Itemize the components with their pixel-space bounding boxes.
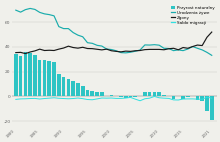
Bar [19, 56, 22, 96]
Bar [124, 96, 128, 98]
Bar [148, 92, 151, 96]
Bar [48, 61, 51, 96]
Bar [57, 74, 61, 96]
Bar [67, 79, 70, 96]
Bar [157, 92, 161, 96]
Bar [119, 96, 123, 97]
Bar [95, 92, 99, 96]
Bar [71, 81, 75, 96]
Bar [110, 95, 113, 96]
Bar [90, 91, 94, 96]
Bar [81, 86, 84, 96]
Bar [205, 96, 209, 111]
Bar [86, 90, 89, 96]
Bar [28, 53, 32, 96]
Bar [100, 92, 104, 96]
Bar [134, 96, 137, 97]
Bar [186, 96, 190, 97]
Bar [129, 96, 132, 97]
Bar [14, 54, 18, 96]
Bar [52, 62, 56, 96]
Bar [143, 92, 147, 96]
Bar [38, 59, 42, 96]
Bar [62, 77, 65, 96]
Legend: Przyrost naturalny, Urodzenia żywe, Zgony, Saldo migracji: Przyrost naturalny, Urodzenia żywe, Zgon… [170, 4, 216, 26]
Bar [196, 96, 199, 100]
Bar [33, 55, 37, 96]
Bar [172, 96, 175, 99]
Bar [162, 95, 166, 96]
Bar [24, 52, 27, 96]
Bar [76, 83, 80, 96]
Bar [181, 96, 185, 99]
Bar [210, 96, 214, 120]
Bar [43, 60, 46, 96]
Bar [200, 96, 204, 101]
Bar [153, 92, 156, 96]
